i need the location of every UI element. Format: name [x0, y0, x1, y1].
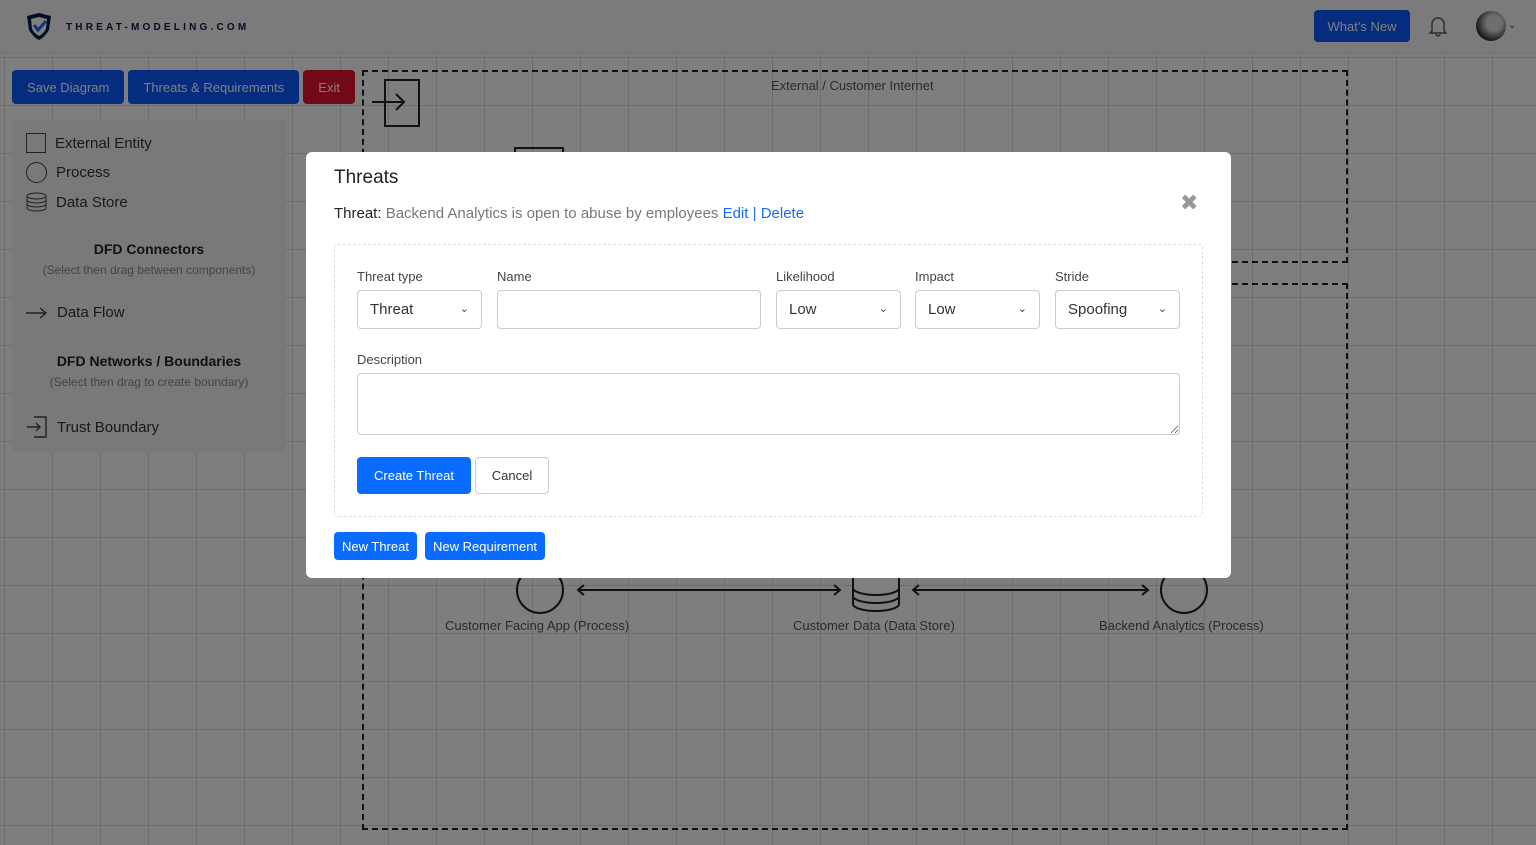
impact-select[interactable]: Low ⌄	[915, 290, 1040, 329]
impact-label: Impact	[915, 269, 955, 284]
new-requirement-button[interactable]: New Requirement	[425, 532, 546, 560]
stride-select[interactable]: Spoofing ⌄	[1055, 290, 1180, 329]
threat-summary: Threat: Backend Analytics is open to abu…	[334, 205, 804, 222]
selected-value: Threat	[370, 301, 414, 318]
likelihood-select[interactable]: Low ⌄	[776, 290, 901, 329]
chevron-down-icon: ⌄	[459, 303, 469, 315]
threat-prefix: Threat:	[334, 205, 382, 222]
selected-value: Low	[789, 301, 817, 318]
create-threat-button[interactable]: Create Threat	[357, 457, 471, 494]
new-threat-button[interactable]: New Threat	[334, 532, 417, 560]
delete-link[interactable]: Delete	[760, 205, 805, 222]
threats-modal: Threats Threat: Backend Analytics is ope…	[306, 152, 1231, 578]
close-icon[interactable]: ✖	[1180, 190, 1199, 215]
threat-type-select[interactable]: Threat ⌄	[357, 290, 482, 329]
threat-type-label: Threat type	[357, 269, 423, 284]
threat-form: Threat type Threat ⌄ Name Likelihood Low ⌄…	[334, 244, 1203, 517]
description-label: Description	[357, 352, 423, 367]
description-textarea[interactable]	[357, 373, 1180, 435]
separator: |	[752, 205, 757, 222]
stride-label: Stride	[1055, 269, 1089, 284]
likelihood-label: Likelihood	[776, 269, 835, 284]
threat-text: Backend Analytics is open to abuse by em…	[385, 205, 719, 222]
chevron-down-icon: ⌄	[878, 303, 888, 315]
name-input[interactable]	[497, 290, 761, 329]
name-label: Name	[497, 269, 532, 284]
cancel-button[interactable]: Cancel	[475, 457, 549, 494]
chevron-down-icon: ⌄	[1157, 303, 1167, 315]
chevron-down-icon: ⌄	[1017, 303, 1027, 315]
edit-link[interactable]: Edit	[722, 205, 749, 222]
selected-value: Spoofing	[1068, 301, 1128, 318]
modal-title: Threats	[334, 167, 399, 188]
selected-value: Low	[928, 301, 956, 318]
